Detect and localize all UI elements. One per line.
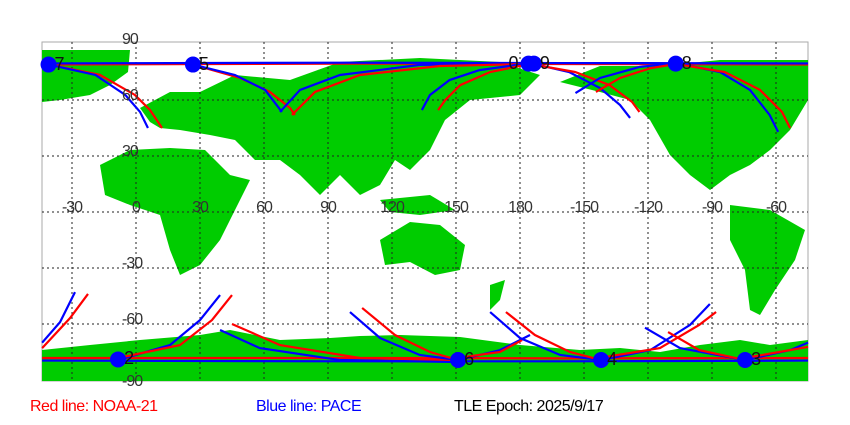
pace-track (219, 328, 459, 364)
noaa21-track (667, 331, 746, 362)
graticule (42, 42, 808, 381)
noaa21-track (231, 322, 459, 362)
marker-label: 3 (751, 349, 762, 370)
longitude-label: 0 (132, 199, 141, 216)
pace-track (42, 61, 809, 65)
latitude-label: 90 (122, 31, 139, 48)
noaa21-track (505, 311, 602, 362)
noaa21-track (117, 294, 233, 360)
longitude-label: -120 (633, 199, 663, 216)
noaa21-track (41, 293, 89, 349)
legend-pace: Blue line: PACE (256, 398, 362, 415)
noaa21-track (192, 63, 296, 116)
satellite-position-marker (667, 55, 684, 72)
longitude-label: 30 (192, 199, 209, 216)
pace-track (48, 63, 149, 129)
noaa21-track (437, 62, 531, 111)
legend-noaa21: Red line: NOAA-21 (30, 398, 158, 415)
longitude-label: 90 (320, 199, 337, 216)
noaa21-track (291, 62, 531, 116)
pace-track (192, 63, 283, 113)
longitude-label: 60 (256, 199, 273, 216)
noaa21-track (600, 311, 717, 359)
pace-track (349, 311, 459, 362)
marker-label: 5 (198, 53, 209, 74)
longitude-label: -60 (765, 199, 787, 216)
longitude-label: -150 (569, 199, 599, 216)
pace-track (574, 61, 676, 95)
satellite-position-marker (593, 352, 610, 369)
noaa21-track (675, 62, 792, 129)
longitude-label: 180 (508, 199, 533, 216)
longitude-label: -30 (61, 199, 83, 216)
noaa21-track (361, 307, 459, 362)
pace-track (279, 62, 531, 113)
latitude-label: -30 (122, 255, 143, 272)
south-america (730, 205, 805, 315)
marker-label: 7 (54, 53, 65, 74)
latitude-label: -60 (122, 311, 143, 328)
marker-label: 6 (464, 349, 475, 370)
marker-label: 8 (681, 52, 692, 73)
marker-label: 4 (607, 349, 618, 370)
satellite-position-marker (110, 351, 127, 368)
indonesia (380, 195, 455, 215)
new-zealand (490, 280, 505, 310)
satellite-position-marker (737, 352, 754, 369)
north-america (560, 60, 808, 190)
pace-track (41, 291, 76, 344)
latitude-label: 60 (122, 87, 139, 104)
noaa21-track (595, 62, 676, 93)
eurasia (140, 58, 540, 195)
longitude-label: 120 (380, 199, 405, 216)
longitude-label: 150 (444, 199, 469, 216)
africa (100, 148, 250, 275)
satellite-markers (40, 55, 754, 369)
satellite-position-marker (525, 55, 542, 72)
marker-label: 0 (508, 52, 519, 73)
pace-track (600, 303, 711, 362)
noaa21-track (744, 345, 809, 360)
pace-track (420, 61, 531, 111)
latitude-label: -90 (122, 373, 143, 390)
pace-track (489, 311, 602, 362)
noaa21-track (457, 339, 523, 360)
marker-label: 9 (539, 52, 550, 73)
longitude-label: -90 (701, 199, 723, 216)
latitude-label: 30 (122, 143, 139, 160)
marker-label: 2 (124, 348, 135, 369)
tle-epoch: TLE Epoch: 2025/9/17 (454, 398, 604, 415)
satellite-position-marker (184, 56, 201, 73)
australia (380, 222, 465, 275)
satellite-position-marker (40, 56, 57, 73)
satellite-position-marker (450, 352, 467, 369)
